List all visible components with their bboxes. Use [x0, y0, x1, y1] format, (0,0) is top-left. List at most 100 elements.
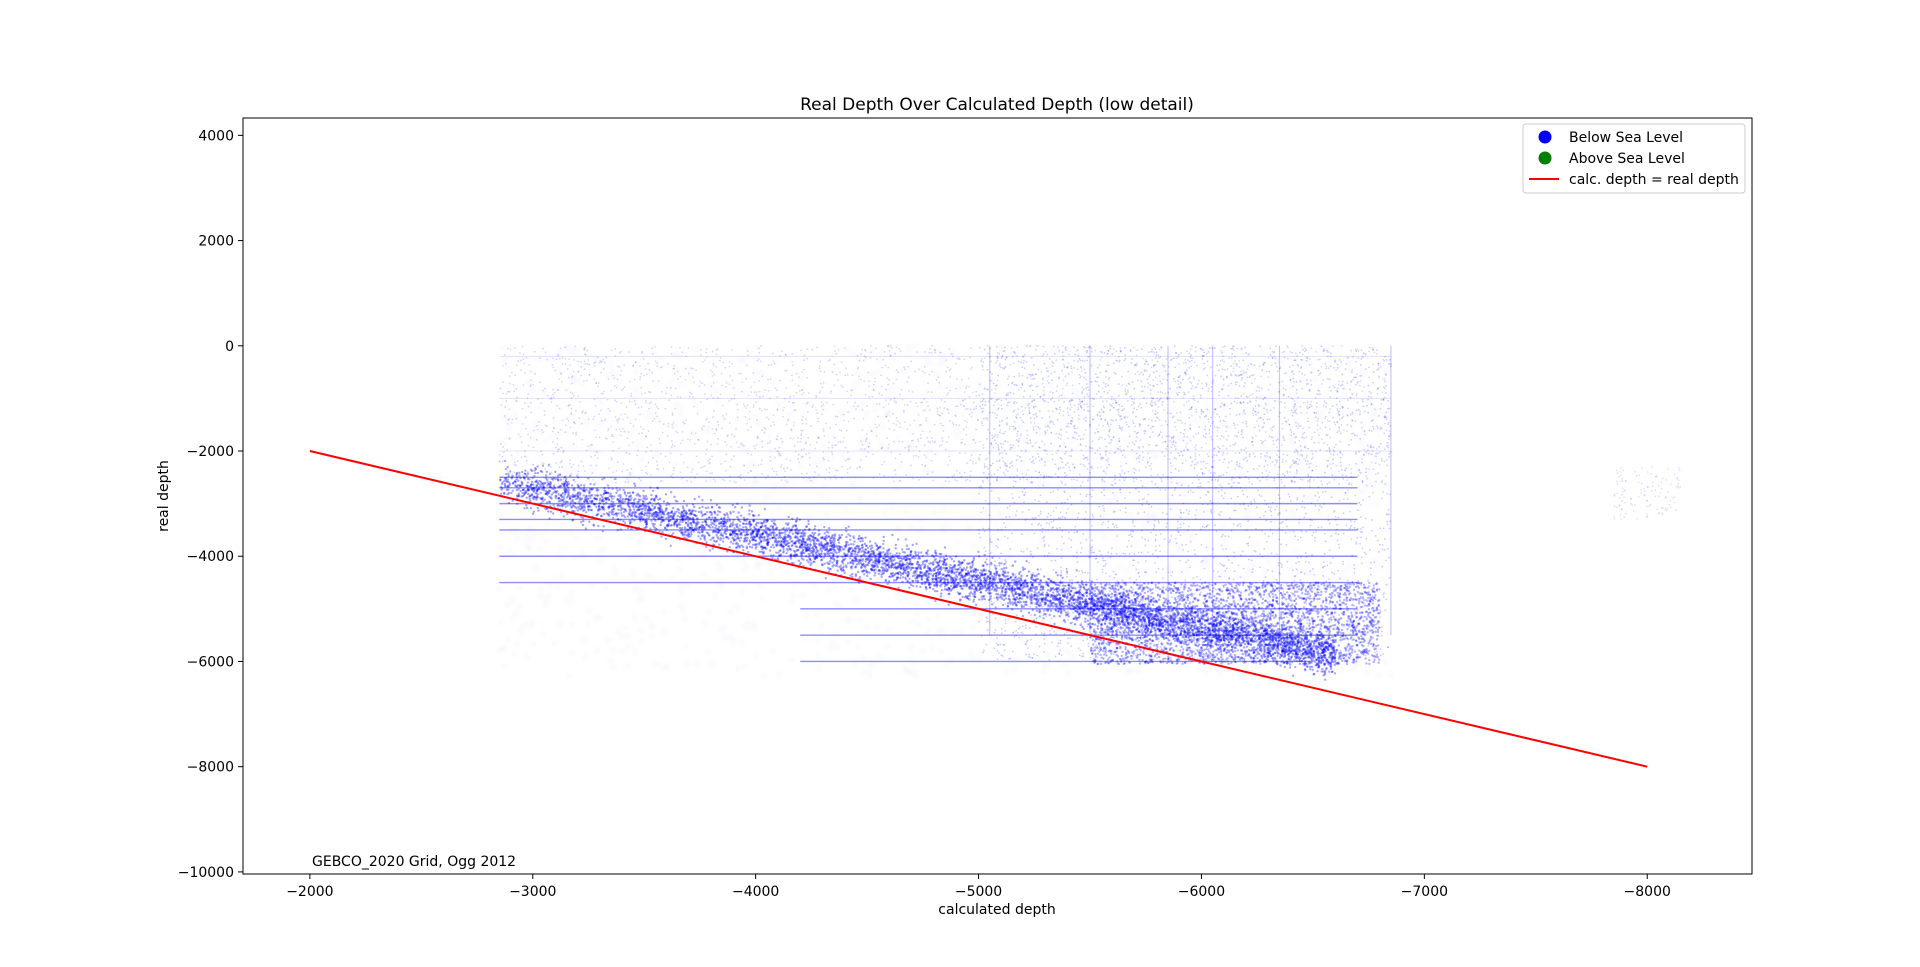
scatter-point [577, 395, 580, 398]
scatter-point [673, 466, 676, 469]
scatter-point [514, 386, 518, 390]
scatter-point [982, 368, 984, 371]
scatter-point [1249, 375, 1251, 378]
scatter-point [1022, 413, 1025, 416]
scatter-point [638, 483, 642, 487]
scatter-point [669, 381, 673, 385]
scatter-point [1293, 516, 1297, 520]
scatter-point [791, 374, 793, 377]
scatter-point [602, 393, 605, 395]
scatter-point [1115, 350, 1118, 352]
scatter-point [1073, 478, 1076, 481]
scatter-point [983, 472, 987, 476]
scatter-point [497, 507, 502, 511]
scatter-point [510, 454, 513, 457]
scatter-point [851, 351, 856, 355]
scatter-point [664, 455, 667, 458]
scatter-point [1234, 373, 1237, 376]
scatter-point [940, 444, 943, 447]
scatter-point [827, 588, 831, 592]
scatter-point [1109, 556, 1112, 559]
scatter-point [1044, 425, 1047, 428]
scatter-point [1244, 486, 1248, 490]
scatter-point [625, 451, 628, 454]
scatter-point [621, 470, 624, 473]
scatter-point [1153, 351, 1156, 354]
scatter-point [1089, 546, 1093, 550]
scatter-point [503, 399, 507, 403]
scatter-point [978, 656, 982, 660]
scatter-point [659, 357, 663, 361]
scatter-point [507, 426, 511, 430]
scatter-point [1029, 375, 1032, 377]
scatter-point [1053, 400, 1056, 403]
scatter-point [1254, 411, 1259, 415]
scatter-point [1173, 345, 1176, 348]
scatter-point [1114, 547, 1118, 551]
scatter-point [1067, 425, 1070, 428]
scatter-point [911, 661, 916, 665]
scatter-point [1115, 359, 1118, 362]
scatter-point [687, 347, 690, 350]
scatter-point [543, 414, 546, 417]
scatter-point [629, 471, 633, 476]
scatter-point [903, 421, 906, 424]
scatter-point [1155, 354, 1158, 357]
scatter-point [821, 386, 824, 389]
scatter-point [1286, 344, 1288, 347]
scatter-point [853, 569, 857, 573]
scatter-point [1099, 371, 1102, 374]
scatter-point [676, 370, 679, 373]
scatter-point [1062, 615, 1066, 620]
scatter-point [690, 433, 695, 438]
scatter-point [577, 464, 580, 467]
scatter-point [1295, 472, 1298, 475]
scatter-point [856, 645, 860, 649]
scatter-point [704, 480, 707, 483]
scatter-point [1188, 416, 1191, 419]
scatter-point [1368, 395, 1370, 398]
scatter-point [898, 347, 900, 350]
scatter-point [805, 525, 810, 529]
scatter-point [1086, 403, 1089, 406]
scatter-point [1105, 400, 1108, 402]
scatter-point [595, 464, 598, 467]
scatter-point [939, 356, 943, 360]
scatter-point [941, 437, 944, 439]
scatter-point [743, 405, 746, 408]
scatter-point [1322, 491, 1324, 494]
scatter-point [1161, 451, 1164, 454]
scatter-point [1208, 348, 1212, 352]
scatter-point [840, 361, 843, 364]
scatter-point [819, 391, 821, 394]
scatter-point [1379, 428, 1382, 431]
scatter-point [1326, 377, 1329, 380]
scatter-point [1078, 373, 1081, 376]
scatter-point [840, 384, 843, 387]
scatter-point [1060, 396, 1064, 400]
scatter-point [912, 439, 915, 442]
scatter-point [827, 448, 831, 452]
scatter-point [1195, 533, 1198, 536]
scatter-point [1070, 539, 1073, 542]
scatter-point [1236, 435, 1240, 440]
scatter-point [1318, 496, 1321, 499]
scatter-point [805, 478, 809, 482]
scatter-point [903, 366, 906, 368]
scatter-point [639, 378, 641, 381]
scatter-point [1027, 613, 1031, 617]
scatter-point [1370, 580, 1375, 584]
scatter-point [1091, 489, 1094, 492]
scatter-point [1019, 490, 1023, 494]
scatter-point [1274, 357, 1277, 360]
scatter-point [984, 348, 986, 351]
scatter-point [1043, 661, 1047, 665]
scatter-point [1100, 523, 1103, 526]
scatter-point [601, 419, 603, 422]
scatter-point [703, 384, 706, 386]
scatter-point [1371, 529, 1373, 532]
scatter-point [912, 455, 915, 457]
scatter-point [570, 466, 573, 469]
scatter-point [958, 452, 961, 454]
scatter-point [1102, 410, 1105, 413]
